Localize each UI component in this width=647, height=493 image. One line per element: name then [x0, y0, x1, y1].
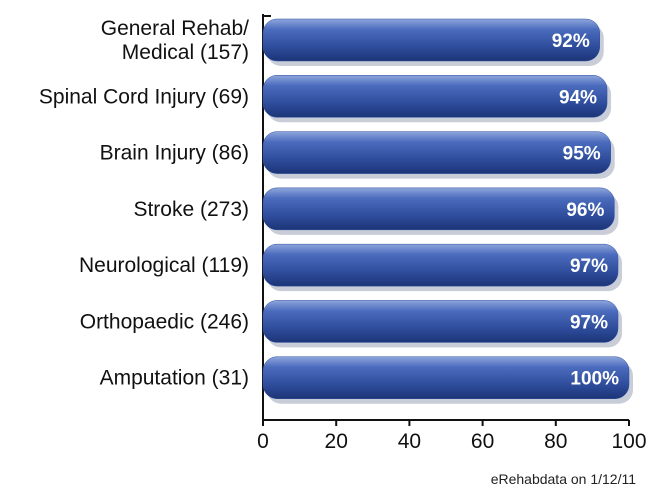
category-label: General Rehab/Medical (157) — [101, 17, 249, 64]
category-label: Neurological (119) — [79, 254, 249, 277]
x-tick-label: 100 — [611, 430, 646, 453]
value-label: 97% — [570, 312, 608, 333]
bar — [262, 18, 600, 62]
x-tick-label: 80 — [544, 430, 567, 453]
bar — [262, 243, 619, 287]
x-tick-label: 60 — [471, 430, 494, 453]
bar — [262, 356, 630, 399]
category-label: Spinal Cord Injury (69) — [39, 85, 249, 108]
x-tick-label: 40 — [398, 430, 421, 453]
category-label: Amputation (31) — [100, 367, 249, 390]
bar — [262, 187, 615, 231]
bar — [262, 75, 608, 118]
value-label: 95% — [563, 144, 601, 165]
x-tick-label: 20 — [325, 430, 348, 453]
x-tick-label: 0 — [257, 430, 269, 453]
category-label: Stroke (273) — [133, 198, 249, 221]
bar — [262, 131, 611, 174]
value-label: 96% — [566, 200, 604, 221]
source-note: eRehabdata on 1/12/11 — [491, 471, 637, 487]
category-label: Brain Injury (86) — [100, 142, 249, 165]
value-label: 100% — [570, 369, 619, 390]
value-label: 94% — [559, 87, 597, 108]
bar — [262, 300, 619, 343]
value-label: 97% — [570, 256, 608, 277]
category-label: Orthopaedic (246) — [80, 310, 249, 333]
value-label: 92% — [552, 31, 590, 52]
